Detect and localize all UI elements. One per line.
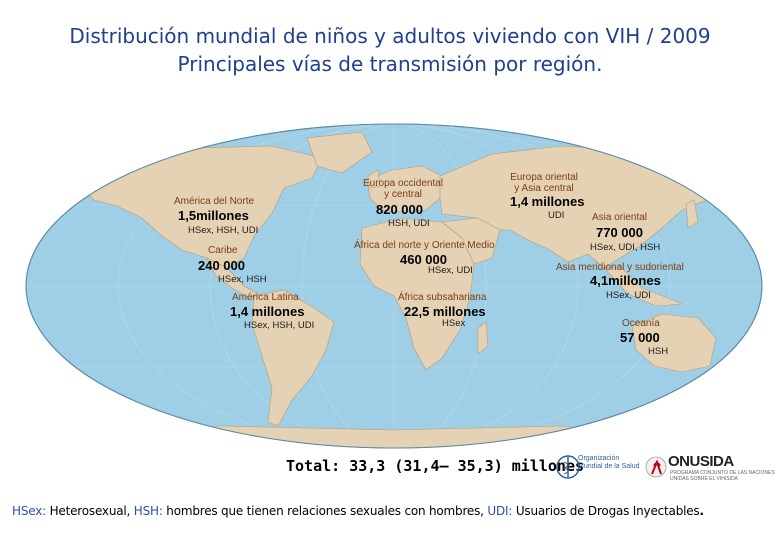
- region-routes-oceania: HSH: [648, 346, 669, 357]
- region-value-caribbean: 240 000: [198, 258, 245, 273]
- region-name-western-europe: Europa occidental y central: [358, 178, 448, 200]
- footnote-text-hsh: hombres que tienen relaciones sexuales c…: [162, 504, 488, 518]
- footnote-key-udi: UDI:: [487, 504, 513, 518]
- region-routes-latin-america: HSex, HSH, UDI: [244, 320, 315, 331]
- region-name-sub-saharan-africa: África subsahariana: [398, 292, 487, 303]
- south-america: [251, 289, 335, 427]
- region-value-latin-america: 1,4 millones: [230, 304, 305, 319]
- antarctica: [81, 425, 713, 448]
- logos: [556, 455, 667, 479]
- total-label: Total: 33,3 (31,4– 35,3) millones: [286, 457, 585, 475]
- region-routes-east-asia: HSex, UDI, HSH: [590, 242, 661, 253]
- region-routes-north-africa-middle-east: HSex, UDI: [428, 265, 473, 276]
- madagascar: [477, 321, 489, 355]
- who-logo-text: Organización Mundial de la Salud: [578, 455, 640, 471]
- region-name-south-southeast-asia: Asia meridional y sudoriental: [556, 262, 684, 273]
- world-map: [25, 123, 763, 449]
- region-value-north-america: 1,5millones: [178, 208, 249, 223]
- southeast-asia: [603, 267, 683, 307]
- footnote-text-udi: Usuarios de Drogas Inyectables: [512, 504, 700, 518]
- footnote-key-hsex: HSex:: [12, 504, 46, 518]
- region-name-western-europe-line-2: y central: [384, 189, 422, 200]
- region-routes-north-america: HSex, HSH, UDI: [188, 225, 259, 236]
- who-emblem-icon: [556, 455, 580, 479]
- region-name-oceania: Oceanía: [622, 318, 660, 329]
- footnote-key-hsh: HSH:: [133, 504, 163, 518]
- new-zealand: [727, 363, 741, 387]
- region-name-eastern-europe-line-1: Europa oriental: [510, 172, 578, 183]
- europe: [366, 165, 443, 213]
- title-line-1: Distribución mundial de niños y adultos …: [69, 24, 711, 48]
- australia: [631, 313, 717, 373]
- title-line-2: Principales vías de transmisión por regi…: [177, 52, 603, 76]
- footnote-period: .: [699, 504, 704, 518]
- region-value-south-southeast-asia: 4,1millones: [590, 273, 661, 288]
- region-value-western-europe: 820 000: [376, 202, 423, 217]
- region-name-latin-america: América Latina: [232, 292, 299, 303]
- region-value-north-africa-middle-east: 460 000: [400, 252, 447, 267]
- north-america: [81, 145, 323, 269]
- japan: [685, 199, 699, 229]
- region-name-caribbean: Caribe: [208, 245, 238, 256]
- region-value-east-asia: 770 000: [596, 225, 643, 240]
- region-routes-western-europe: HSH, UDI: [388, 218, 430, 229]
- region-name-north-africa-middle-east: África del norte y Oriente Medio: [354, 240, 495, 251]
- who-logo-line-1: Organización: [578, 455, 620, 462]
- region-routes-eastern-europe-central-asia: UDI: [548, 210, 565, 221]
- unaids-logo-subtitle: PROGRAMA CONJUNTO DE LAS NACIONES UNIDAS…: [670, 470, 775, 482]
- greenland: [306, 131, 373, 174]
- region-routes-caribbean: HSex, HSH: [218, 274, 267, 285]
- footnote: HSex: Heterosexual, HSH: hombres que tie…: [12, 504, 704, 518]
- unaids-ribbon-icon: [645, 456, 667, 478]
- uk: [367, 169, 381, 189]
- region-value-sub-saharan-africa: 22,5 millones: [404, 304, 486, 319]
- region-routes-sub-saharan-africa: HSex: [442, 318, 466, 329]
- footnote-text-hsex: Heterosexual,: [45, 504, 134, 518]
- region-routes-south-southeast-asia: HSex, UDI: [606, 290, 651, 301]
- who-logo-line-2: Mundial de la Salud: [578, 463, 640, 470]
- unaids-logo-text: ONUSIDA: [668, 453, 734, 470]
- region-value-oceania: 57 000: [620, 330, 660, 345]
- region-name-western-europe-line-1: Europa occidental: [362, 178, 444, 189]
- region-name-east-asia: Asia oriental: [592, 212, 648, 223]
- region-name-north-america: América del Norte: [174, 196, 255, 207]
- region-value-eastern-europe-central-asia: 1,4 millones: [510, 194, 585, 209]
- region-name-eastern-europe-central-asia: Europa oriental y Asia central: [500, 172, 588, 194]
- region-name-eastern-europe-line-2: y Asia central: [514, 183, 574, 194]
